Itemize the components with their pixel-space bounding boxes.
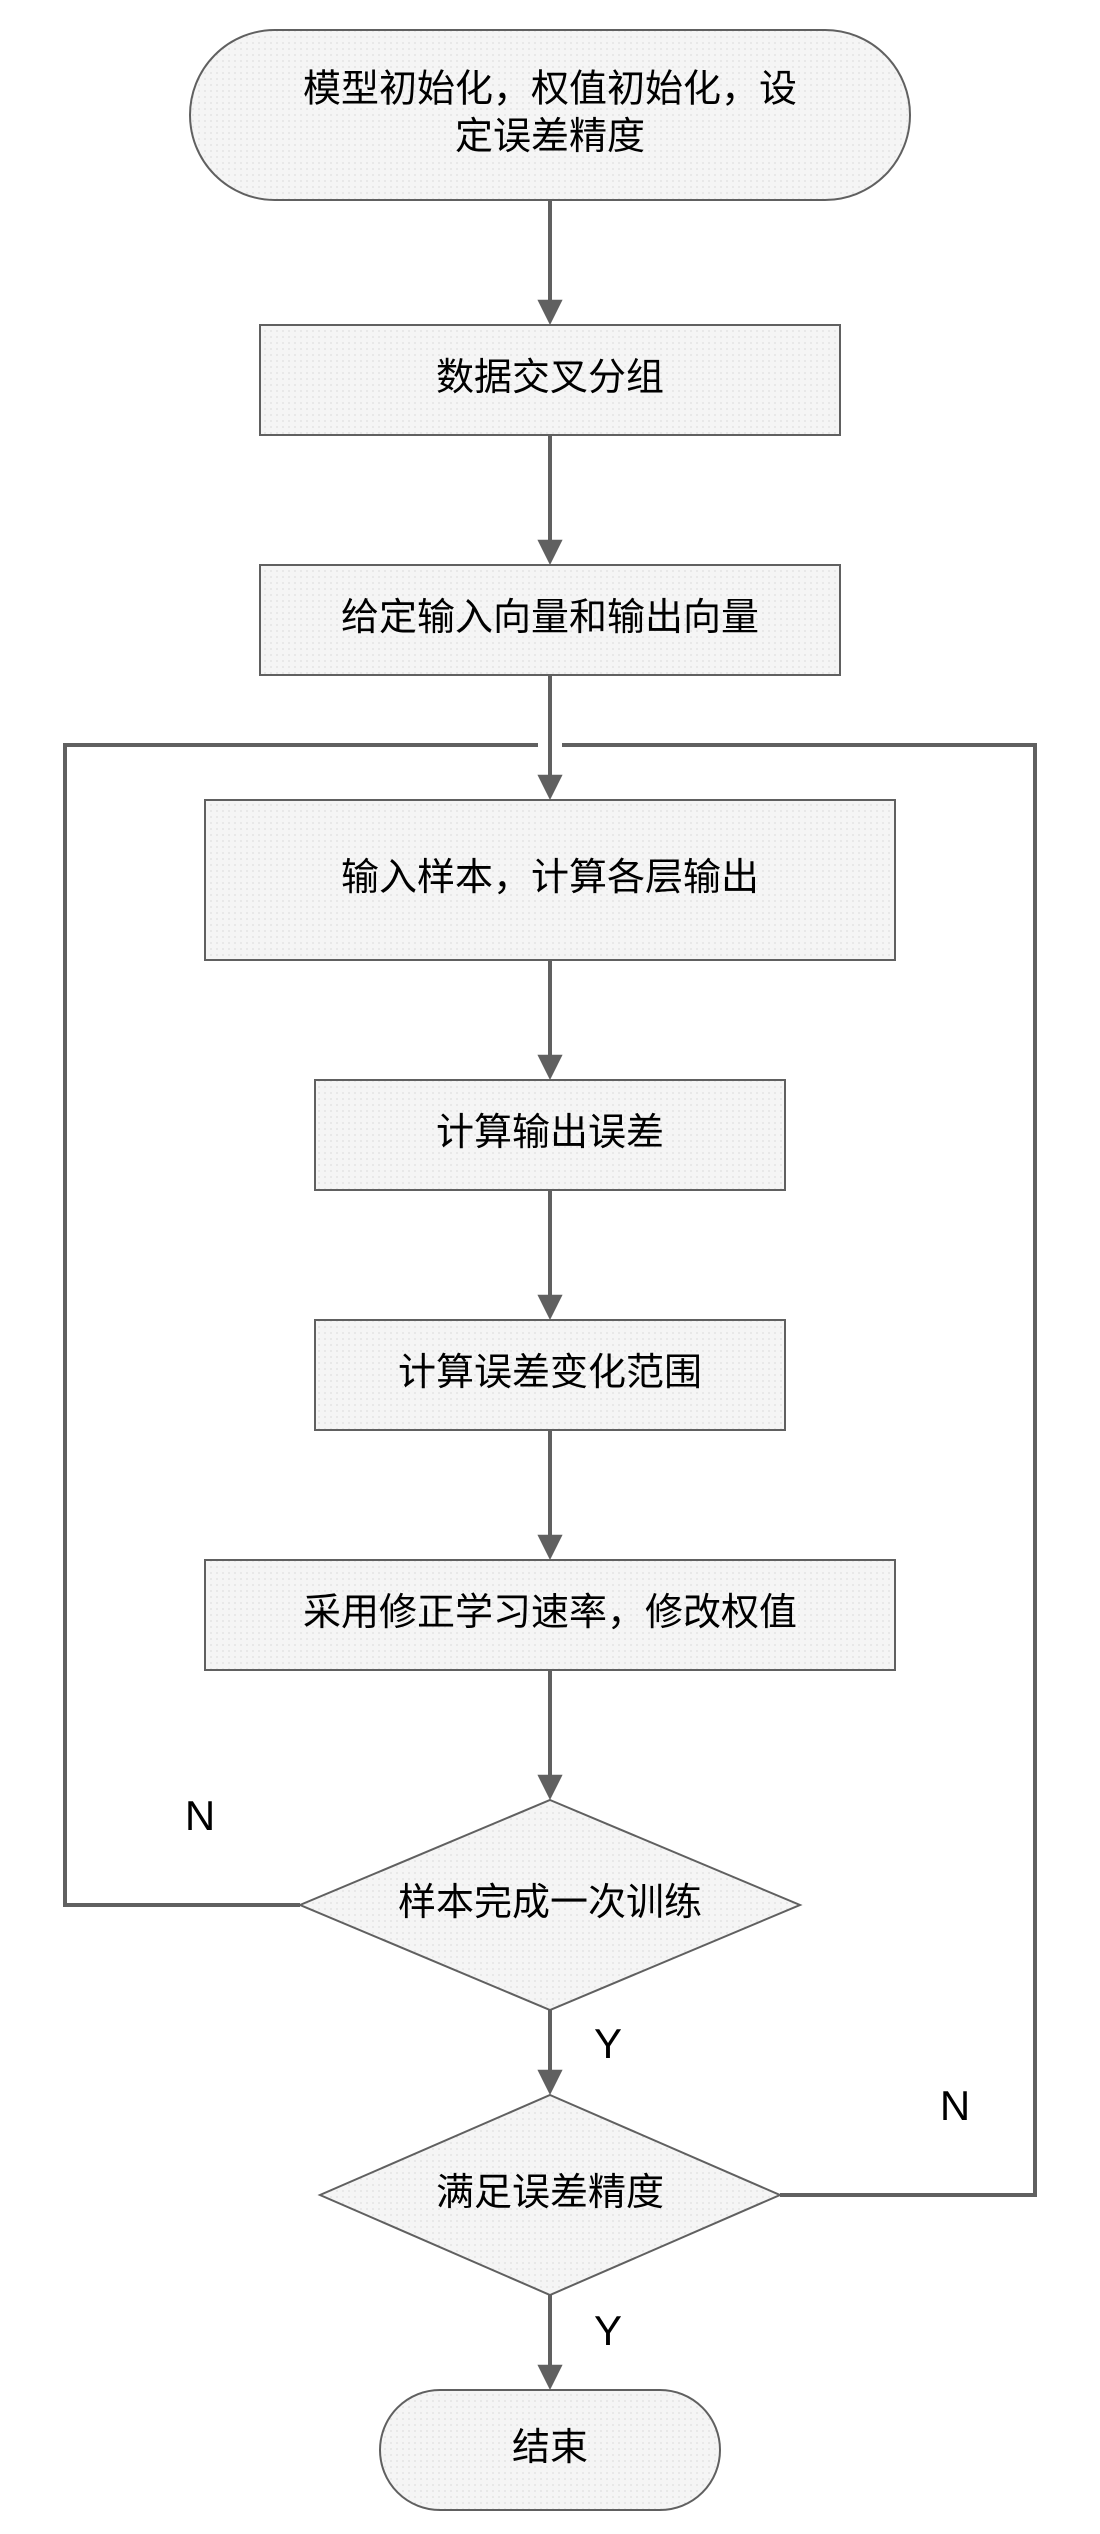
node-text: 模型初始化，权值初始化，设: [303, 68, 797, 110]
node-start: 模型初始化，权值初始化，设定误差精度: [190, 30, 910, 200]
node-d1: 样本完成一次训练: [300, 1800, 800, 2010]
node-n3: 给定输入向量和输出向量: [260, 565, 840, 675]
node-text: 输入样本，计算各层输出: [341, 857, 759, 899]
node-text: 给定输入向量和输出向量: [341, 597, 759, 639]
flowchart-svg: 模型初始化，权值初始化，设定误差精度数据交叉分组给定输入向量和输出向量输入样本，…: [0, 0, 1100, 2534]
node-text: 样本完成一次训练: [398, 1882, 702, 1924]
node-n2: 数据交叉分组: [260, 325, 840, 435]
node-n4: 输入样本，计算各层输出: [205, 800, 895, 960]
edge-label: N: [185, 1792, 215, 1839]
node-text: 采用修正学习速率，修改权值: [303, 1592, 797, 1634]
node-text: 计算输出误差: [436, 1112, 664, 1154]
node-d2: 满足误差精度: [320, 2095, 780, 2295]
node-n6: 计算误差变化范围: [315, 1320, 785, 1430]
edge-label: Y: [594, 2307, 622, 2354]
node-text: 结束: [512, 2427, 588, 2469]
node-end: 结束: [380, 2390, 720, 2510]
node-text: 数据交叉分组: [436, 357, 664, 399]
edge-label: N: [940, 2082, 970, 2129]
node-text: 满足误差精度: [436, 2172, 664, 2214]
node-text: 定误差精度: [455, 116, 645, 158]
node-n7: 采用修正学习速率，修改权值: [205, 1560, 895, 1670]
edge-label: Y: [594, 2020, 622, 2067]
node-n5: 计算输出误差: [315, 1080, 785, 1190]
node-text: 计算误差变化范围: [398, 1352, 702, 1394]
